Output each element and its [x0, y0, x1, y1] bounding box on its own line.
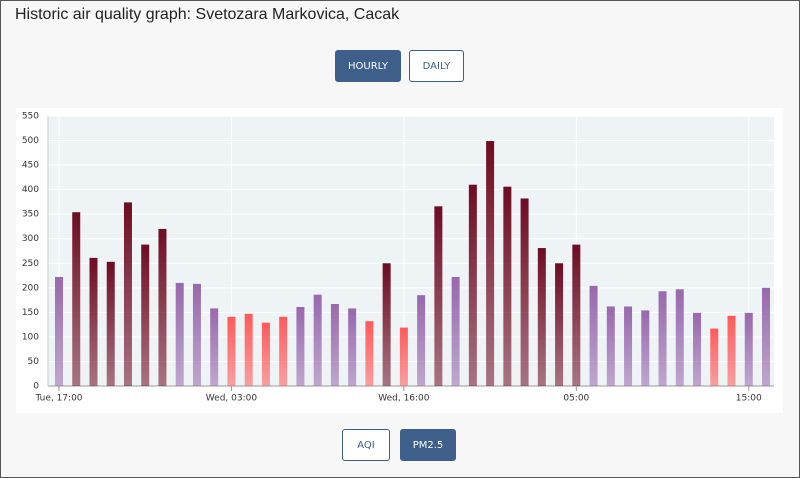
y-tick-label: 100: [22, 332, 39, 342]
bar: [55, 277, 63, 386]
bar: [537, 248, 546, 386]
bar: [313, 294, 322, 386]
y-tick-label: 550: [22, 112, 39, 122]
y-tick-label: 500: [22, 136, 39, 146]
bar: [158, 228, 167, 386]
plot-area: [48, 116, 774, 386]
x-tick-label: Wed, 16:00: [378, 394, 430, 404]
x-tick-label: Tue, 17:00: [34, 394, 82, 404]
bar: [451, 277, 460, 386]
y-tick-label: 150: [22, 308, 39, 318]
y-tick-label: 450: [22, 161, 39, 171]
bar: [710, 328, 719, 386]
bar: [520, 198, 529, 386]
bar: [744, 312, 753, 386]
bar: [261, 322, 270, 386]
bar: [434, 206, 443, 386]
bar: [279, 316, 288, 386]
bar: [382, 263, 391, 386]
bar: [693, 312, 702, 386]
y-tick-label: 300: [22, 234, 39, 244]
bar: [296, 306, 305, 386]
bar: [589, 285, 598, 386]
y-tick-label: 50: [28, 357, 40, 367]
daily-button[interactable]: DAILY: [409, 50, 464, 82]
pm25-button[interactable]: PM2.5: [400, 429, 456, 461]
bar: [727, 315, 736, 386]
bar: [227, 316, 236, 386]
bar: [106, 261, 115, 386]
page-title: Historic air quality graph: Svetozara Ma…: [15, 6, 400, 23]
bar: [572, 244, 581, 386]
bar: [399, 327, 408, 386]
bar: [365, 321, 374, 386]
x-tick-label: 05:00: [563, 394, 589, 404]
bar: [330, 304, 339, 386]
y-tick-label: 0: [33, 382, 39, 392]
y-tick-label: 350: [22, 210, 39, 220]
x-tick-label: Wed, 03:00: [206, 394, 258, 404]
bar: [486, 141, 495, 386]
bar: [675, 289, 684, 386]
y-tick-label: 250: [22, 259, 39, 269]
bar: [503, 186, 512, 386]
bar: [175, 282, 184, 386]
bar: [72, 212, 81, 386]
y-tick-label: 200: [22, 283, 39, 293]
bar: [244, 313, 253, 386]
bar: [468, 184, 477, 386]
bar: [658, 291, 667, 386]
bar: [762, 287, 770, 386]
bar: [192, 283, 201, 386]
x-tick-label: 15:00: [736, 394, 762, 404]
bar: [417, 295, 426, 386]
bar: [555, 263, 564, 386]
bar: [141, 244, 150, 386]
bar: [624, 306, 633, 386]
bar: [348, 308, 357, 386]
bar: [606, 306, 615, 386]
y-tick-label: 400: [22, 185, 39, 195]
bar: [123, 202, 132, 386]
bar: [641, 310, 650, 386]
bar: [89, 257, 98, 386]
aqi-button[interactable]: AQI: [342, 429, 390, 461]
hourly-button[interactable]: HOURLY: [335, 50, 401, 82]
bar: [210, 308, 219, 386]
